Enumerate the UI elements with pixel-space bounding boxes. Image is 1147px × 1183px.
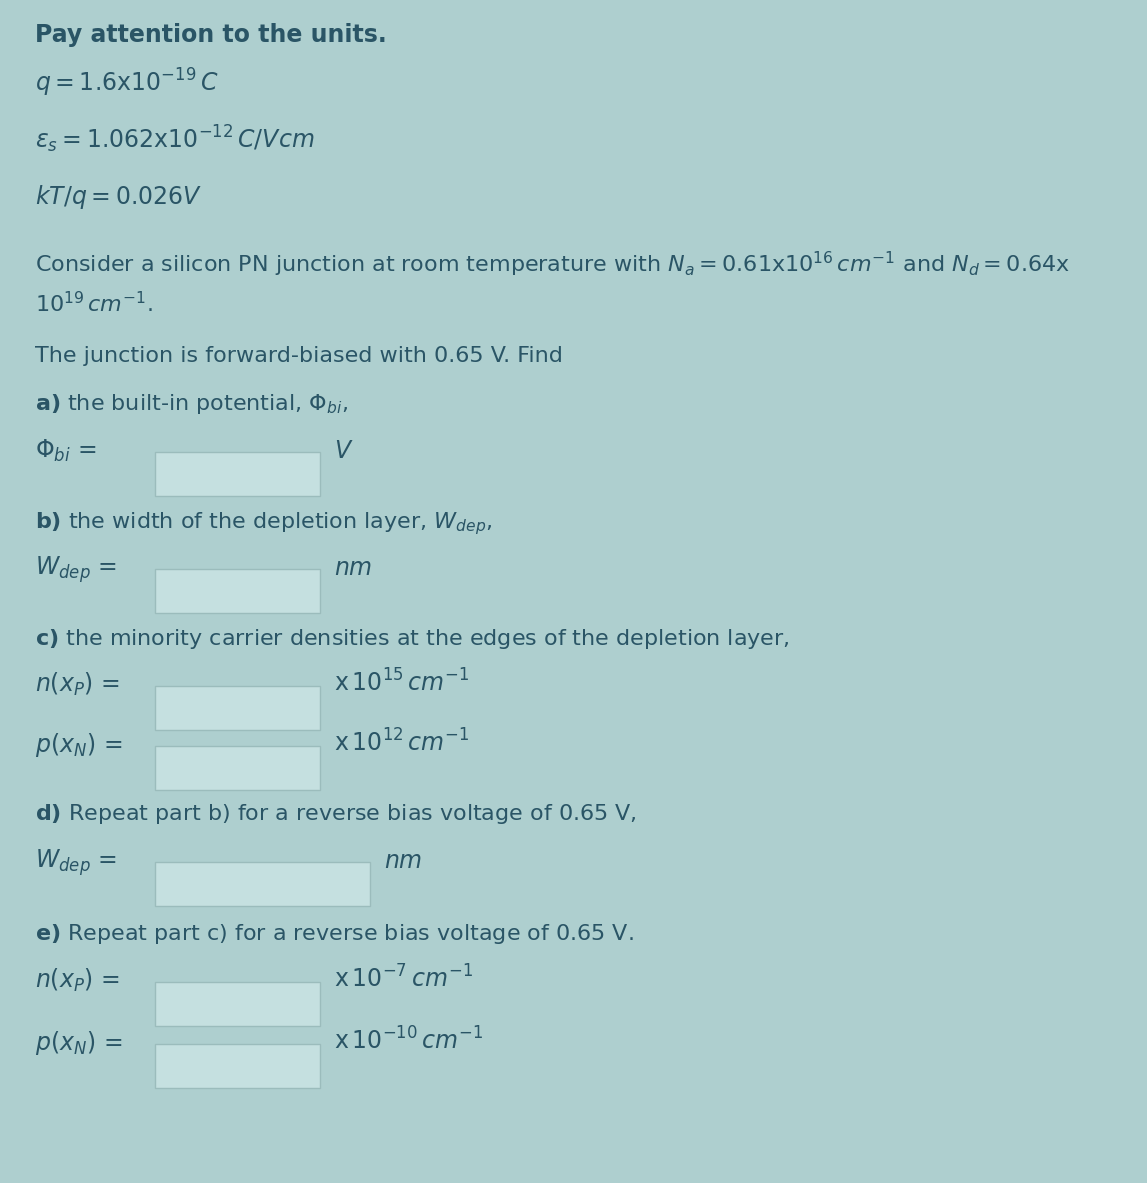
Text: $\mathbf{c)}$ the minority carrier densities at the edges of the depletion layer: $\mathbf{c)}$ the minority carrier densi…: [36, 627, 789, 651]
Text: Pay attention to the units.: Pay attention to the units.: [36, 22, 387, 47]
Text: $\mathrm{x}\,10^{12}\,cm^{-1}$: $\mathrm{x}\,10^{12}\,cm^{-1}$: [334, 730, 469, 757]
Text: $\mathrm{x}\,10^{-7}\,cm^{-1}$: $\mathrm{x}\,10^{-7}\,cm^{-1}$: [334, 965, 473, 993]
FancyBboxPatch shape: [155, 569, 320, 613]
Text: $\mathbf{e)}$ Repeat part c) for a reverse bias voltage of 0.65 V.: $\mathbf{e)}$ Repeat part c) for a rever…: [36, 922, 634, 946]
FancyBboxPatch shape: [155, 1045, 320, 1088]
Text: $p(x_N)$ =: $p(x_N)$ =: [36, 731, 123, 759]
FancyBboxPatch shape: [155, 982, 320, 1026]
Text: $\epsilon_s = \mathrm{1.062x10}^{-12}\,C/Vcm$: $\epsilon_s = \mathrm{1.062x10}^{-12}\,C…: [36, 123, 314, 155]
Text: $\mathrm{x}\,10^{-10}\,cm^{-1}$: $\mathrm{x}\,10^{-10}\,cm^{-1}$: [334, 1028, 483, 1055]
Text: $\mathbf{d)}$ Repeat part b) for a reverse bias voltage of 0.65 V,: $\mathbf{d)}$ Repeat part b) for a rever…: [36, 802, 637, 826]
Text: The junction is forward-biased with 0.65 V. Find: The junction is forward-biased with 0.65…: [36, 345, 563, 366]
Text: $n(x_P)$ =: $n(x_P)$ =: [36, 967, 119, 994]
Text: $\mathrm{10}^{19}\,cm^{-1}.$: $\mathrm{10}^{19}\,cm^{-1}.$: [36, 291, 153, 316]
Text: $\Phi_{bi}$ =: $\Phi_{bi}$ =: [36, 438, 96, 464]
Text: $p(x_N)$ =: $p(x_N)$ =: [36, 1029, 123, 1056]
Text: $V$: $V$: [334, 439, 353, 463]
FancyBboxPatch shape: [155, 746, 320, 790]
Text: $\mathbf{b)}$ the width of the depletion layer, $W_{dep},$: $\mathbf{b)}$ the width of the depletion…: [36, 510, 492, 537]
Text: $\mathbf{a)}$ the built-in potential, $\Phi_{bi},$: $\mathbf{a)}$ the built-in potential, $\…: [36, 392, 348, 416]
Text: $kT/q = \mathrm{0.026}V$: $kT/q = \mathrm{0.026}V$: [36, 183, 202, 211]
FancyBboxPatch shape: [155, 452, 320, 496]
Text: $n(x_P)$ =: $n(x_P)$ =: [36, 671, 119, 698]
Text: $W_{dep}$ =: $W_{dep}$ =: [36, 847, 117, 878]
Text: $\mathrm{x}\,10^{15}\,cm^{-1}$: $\mathrm{x}\,10^{15}\,cm^{-1}$: [334, 670, 469, 697]
Text: $nm$: $nm$: [384, 849, 422, 873]
FancyBboxPatch shape: [155, 862, 370, 906]
Text: $q = \mathrm{1.6x10}^{-19}\,C$: $q = \mathrm{1.6x10}^{-19}\,C$: [36, 67, 219, 99]
Text: Consider a silicon PN junction at room temperature with $N_a = \mathrm{0.61x10}^: Consider a silicon PN junction at room t…: [36, 250, 1070, 279]
Text: $W_{dep}$ =: $W_{dep}$ =: [36, 555, 117, 586]
Text: $nm$: $nm$: [334, 556, 373, 580]
FancyBboxPatch shape: [155, 686, 320, 730]
